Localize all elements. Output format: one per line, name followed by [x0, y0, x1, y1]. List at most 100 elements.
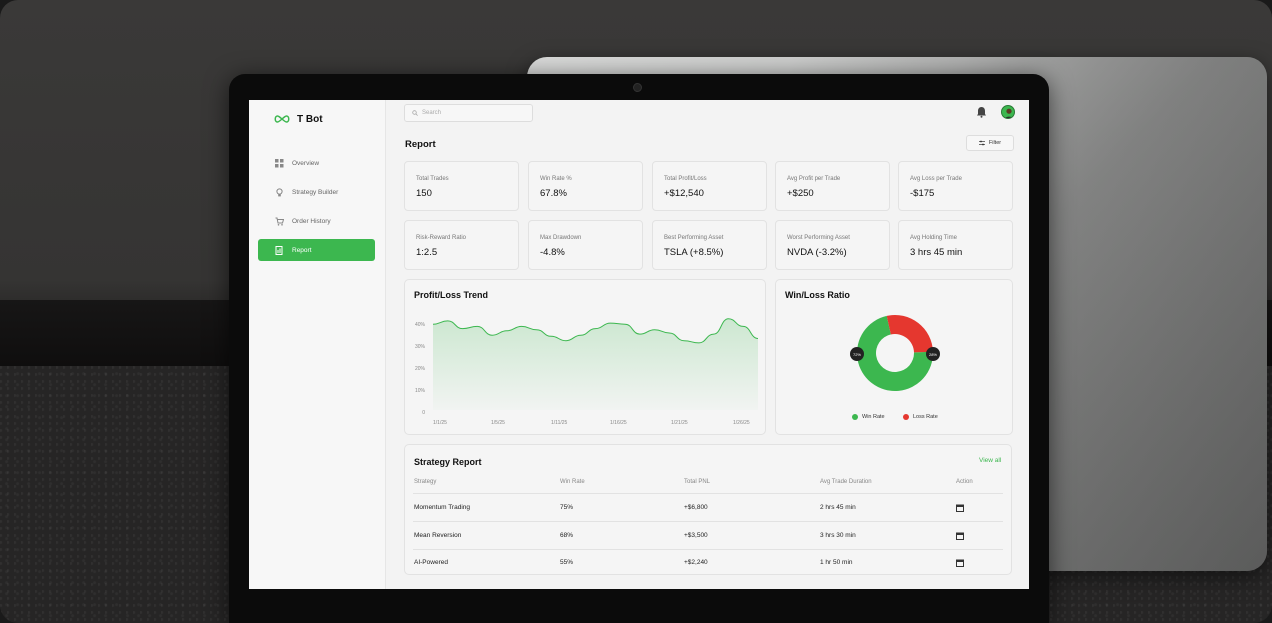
legend-item-loss: Loss Rate	[903, 414, 938, 420]
chart-title: Win/Loss Ratio	[785, 290, 850, 300]
legend-label: Loss Rate	[913, 414, 938, 420]
search-placeholder: Search	[422, 110, 442, 116]
column-header-win-rate[interactable]: Win Rate	[560, 479, 585, 485]
bell-icon[interactable]	[976, 106, 987, 118]
brand[interactable]: T Bot	[273, 113, 323, 125]
legend-swatch	[852, 414, 858, 420]
stat-card-worst-asset: Worst Performing Asset NVDA (-3.2%)	[775, 220, 890, 270]
sidebar-item-label: Strategy Builder	[292, 188, 339, 196]
trend-line	[433, 318, 758, 344]
cell-win-rate: 68%	[560, 532, 574, 539]
app-screen: T Bot Overview Strategy Builder Order Hi…	[249, 100, 1029, 589]
column-header-avg-duration[interactable]: Avg Trade Duration	[820, 479, 872, 485]
win-rate-slice	[857, 315, 933, 391]
column-header-total-pnl[interactable]: Total PNL	[684, 479, 711, 485]
strategy-report-panel: Strategy Report View all Strategy Win Ra…	[404, 444, 1012, 575]
view-all-link[interactable]: View all	[979, 457, 1002, 464]
brand-name: T Bot	[297, 113, 323, 125]
stat-label: Avg Loss per Trade	[910, 176, 962, 182]
loss-rate-slice	[886, 315, 933, 353]
sidebar-item-order-history[interactable]: Order History	[258, 210, 375, 232]
stat-label: Risk-Reward Ratio	[416, 235, 467, 241]
sliders-icon	[978, 140, 985, 146]
stat-card-max-drawdown: Max Drawdown -4.8%	[528, 220, 643, 270]
stat-value: +$250	[787, 188, 814, 199]
profit-loss-trend-panel: Profit/Loss Trend 40% 30% 20% 10% 0 1/1/…	[404, 279, 766, 435]
stat-value: NVDA (-3.2%)	[787, 247, 847, 258]
stat-card-risk-reward: Risk-Reward Ratio 1:2.5	[404, 220, 519, 270]
infinity-logo-icon	[274, 115, 290, 123]
stat-value: TSLA (+8.5%)	[664, 247, 724, 258]
x-tick-label: 1/21/25	[671, 420, 688, 426]
win-loss-ratio-panel: Win/Loss Ratio 72% 28% Win Rate Loss Rat…	[775, 279, 1013, 435]
legend-item-win: Win Rate	[852, 414, 885, 420]
y-tick-label: 40%	[414, 322, 425, 328]
stat-value: 1:2.5	[416, 247, 438, 258]
y-tick-label: 20%	[414, 366, 425, 372]
cell-duration: 2 hrs 45 min	[820, 504, 856, 511]
stat-value: +$12,540	[664, 188, 704, 199]
column-header-action: Action	[956, 479, 973, 485]
stat-card-avg-loss: Avg Loss per Trade -$175	[898, 161, 1013, 211]
search-input[interactable]: Search	[404, 104, 533, 122]
filter-button[interactable]: Filter	[966, 135, 1014, 151]
cell-win-rate: 55%	[560, 559, 574, 566]
x-tick-label: 1/11/25	[551, 420, 568, 426]
stat-value: 67.8%	[540, 188, 567, 199]
cell-win-rate: 75%	[560, 504, 574, 511]
page-title: Report	[405, 139, 436, 150]
grid-icon	[275, 158, 284, 168]
filter-label: Filter	[988, 140, 1002, 146]
column-header-strategy[interactable]: Strategy	[414, 479, 437, 485]
avatar[interactable]	[1001, 105, 1015, 119]
sidebar-item-label: Order History	[292, 217, 331, 225]
x-tick-label: 1/5/25	[491, 420, 505, 426]
sidebar-item-overview[interactable]: Overview	[258, 152, 375, 174]
stat-card-best-asset: Best Performing Asset TSLA (+8.5%)	[652, 220, 767, 270]
y-tick-label: 0	[422, 410, 425, 416]
divider	[413, 549, 1003, 550]
cell-pnl: +$3,500	[684, 532, 708, 539]
stat-label: Total Profit/Loss	[664, 176, 707, 182]
stat-label: Avg Profit per Trade	[787, 176, 841, 182]
cell-strategy: Mean Reversion	[414, 532, 462, 539]
trend-area	[433, 318, 758, 410]
search-icon	[412, 110, 418, 116]
cell-pnl: +$6,800	[684, 504, 708, 511]
trend-chart	[433, 318, 758, 410]
cart-icon	[275, 217, 284, 226]
calendar-icon[interactable]	[956, 532, 964, 540]
sidebar: T Bot Overview Strategy Builder Order Hi…	[249, 100, 386, 589]
stat-card-avg-holding-time: Avg Holding Time 3 hrs 45 min	[898, 220, 1013, 270]
lightbulb-icon	[275, 187, 284, 197]
stat-card-win-rate: Win Rate % 67.8%	[528, 161, 643, 211]
calendar-icon[interactable]	[956, 504, 964, 512]
strategy-report-title: Strategy Report	[414, 457, 482, 467]
stat-label: Avg Holding Time	[910, 235, 957, 241]
stat-card-avg-profit: Avg Profit per Trade +$250	[775, 161, 890, 211]
x-tick-label: 1/26/25	[733, 420, 750, 426]
cell-pnl: +$2,240	[684, 559, 708, 566]
cell-duration: 1 hr 50 min	[820, 559, 853, 566]
stat-label: Worst Performing Asset	[787, 235, 850, 241]
divider	[413, 493, 1003, 494]
legend-label: Win Rate	[862, 414, 885, 420]
win-rate-percent-label: 72%	[850, 347, 864, 361]
stat-label: Win Rate %	[540, 176, 572, 182]
win-loss-donut	[857, 315, 933, 391]
sidebar-item-report[interactable]: Report	[258, 239, 375, 261]
stat-label: Max Drawdown	[540, 235, 582, 241]
stat-label: Best Performing Asset	[664, 235, 724, 241]
report-icon	[275, 245, 284, 255]
loss-rate-percent-label: 28%	[926, 347, 940, 361]
calendar-icon[interactable]	[956, 559, 964, 567]
stat-value: 150	[416, 188, 432, 199]
stat-value: -4.8%	[540, 247, 565, 258]
stat-card-total-profit-loss: Total Profit/Loss +$12,540	[652, 161, 767, 211]
sidebar-item-strategy-builder[interactable]: Strategy Builder	[258, 181, 375, 203]
cell-duration: 3 hrs 30 min	[820, 532, 856, 539]
y-tick-label: 30%	[414, 344, 425, 350]
y-tick-label: 10%	[414, 388, 425, 394]
divider	[413, 521, 1003, 522]
